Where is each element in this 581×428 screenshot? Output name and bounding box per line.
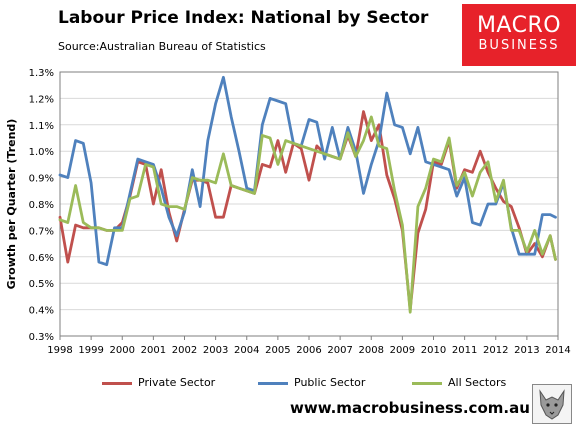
x-tick-label: 2002 [172,345,197,356]
legend-swatch-all [412,381,442,385]
x-tick-label: 2013 [514,345,539,356]
x-tick-label: 2005 [265,345,290,356]
wolf-icon-drawing [539,389,565,420]
y-axis-label: Growth per Quarter (Trend) [5,119,18,290]
series-line-all-sectors [58,115,557,314]
macrobusiness-logo: MACRO BUSINESS [462,4,576,66]
x-tick-label: 2009 [390,345,415,356]
y-tick-label: 0.5% [29,279,54,290]
x-axis-ticks: 1998 1999 2000 2001 2002 2003 2004 2005 2006 2007… [47,336,571,356]
x-tick-label: 2003 [203,345,228,356]
y-tick-label: 0.7% [29,226,54,237]
y-tick-label: 1.0% [29,147,54,158]
chart-title: Labour Price Index: National by Sector [58,8,429,28]
wolf-icon [532,384,572,424]
legend-all-sectors: All Sectors [412,376,506,389]
x-tick-label: 2007 [327,345,352,356]
legend-label-all: All Sectors [448,376,507,389]
series-line-public-sector [58,75,557,267]
logo-line-macro: MACRO [476,13,562,38]
y-tick-label: 0.4% [29,306,54,317]
y-tick-label: 1.1% [29,121,54,132]
x-tick-label: 2010 [421,345,446,356]
y-axis-ticks: 0.3% 0.4% 0.5% 0.6% 0.7% 0.8% 0.9% 1.0% 1.1% 1.2%… [29,68,54,343]
y-tick-label: 1.2% [29,94,54,105]
y-tick-label: 0.8% [29,200,54,211]
x-tick-label: 1998 [47,345,72,356]
x-tick-label: 1999 [78,345,103,356]
chart-series [58,75,557,314]
footer-url: www.macrobusiness.com.au [290,399,530,417]
y-tick-label: 1.3% [29,68,54,79]
legend-label-private: Private Sector [138,376,216,389]
x-tick-label: 2000 [110,345,135,356]
chart-gridlines [60,71,558,337]
y-tick-label: 0.3% [29,332,54,343]
legend-swatch-public [258,381,288,385]
x-tick-label: 2006 [296,345,321,356]
x-tick-label: 2008 [359,345,384,356]
x-tick-label: 2011 [452,345,477,356]
legend-label-public: Public Sector [294,376,366,389]
legend-swatch-private [102,381,132,385]
logo-line-business: BUSINESS [478,38,560,53]
x-tick-label: 2012 [483,345,508,356]
x-tick-label: 2001 [141,345,166,356]
series-line-private-sector [58,110,557,311]
legend-private-sector: Private Sector [102,376,215,389]
y-tick-label: 0.9% [29,174,54,185]
chart-source: Source:Australian Bureau of Statistics [58,40,266,53]
x-tick-label: 2004 [234,345,259,356]
legend-public-sector: Public Sector [258,376,365,389]
y-tick-label: 0.6% [29,253,54,264]
x-tick-label: 2014 [545,345,570,356]
